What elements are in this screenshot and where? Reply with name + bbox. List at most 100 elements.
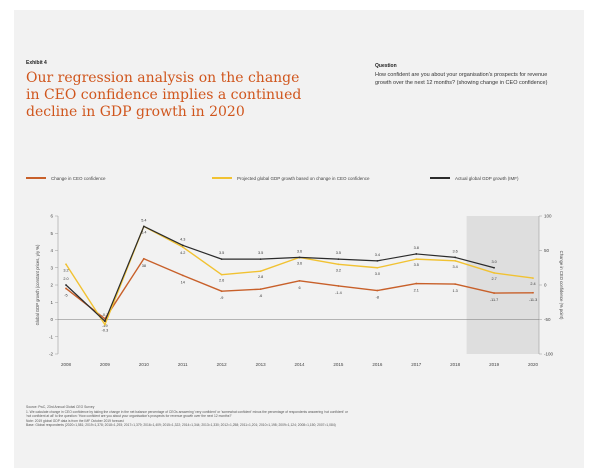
data-point-ceo-confidence (142, 257, 145, 260)
data-point-ceo-confidence (65, 287, 67, 290)
data-label-ceo-confidence: 38 (142, 264, 146, 268)
x-tick-label: 2011 (178, 362, 188, 367)
data-label-actual-gdp: 3.0 (491, 260, 496, 264)
data-label-actual-gdp: 5.4 (141, 218, 146, 222)
x-tick-label: 2010 (139, 362, 150, 367)
legend-label-actual-gdp: Actual global GDP growth (IMF) (455, 175, 519, 181)
data-label-actual-gdp: 3.5 (219, 251, 224, 255)
legend-label-projected-gdp: Projected global GDP growth based on cha… (237, 175, 370, 181)
data-point-projected-gdp (181, 246, 184, 248)
data-label-actual-gdp: 2.0 (63, 277, 68, 281)
data-label-actual-gdp: 3.8 (414, 246, 419, 250)
x-tick-label: 2020 (528, 362, 539, 367)
legend-item-actual-gdp: Actual global GDP growth (IMF) (430, 174, 518, 182)
legend-item-projected-gdp: Projected global GDP growth based on cha… (212, 174, 370, 182)
data-label-ceo-confidence: -5 (64, 293, 67, 297)
y-tick-label-left: 1 (50, 300, 53, 305)
y-tick-label-left: 4 (50, 248, 53, 253)
data-point-projected-gdp (376, 266, 379, 269)
data-label-projected-gdp: 3.0 (375, 272, 380, 276)
note-line: 1. We calculate change in CEO confidence… (26, 409, 348, 414)
question-text: How confident are you about your organis… (375, 72, 548, 86)
exhibit-label: Exhibit 4 (26, 60, 47, 66)
data-label-projected-gdp: 3.2 (336, 268, 341, 272)
data-label-ceo-confidence: 2.1 (414, 289, 419, 293)
y-tick-label-left: 0 (50, 317, 53, 322)
note-line: 'not confident at all' to the question: … (26, 414, 232, 419)
y-tick-label-right: 50 (544, 248, 550, 253)
chart-legend: Change in CEO confidence Projected globa… (26, 174, 546, 182)
y-tick-label-left: 3 (50, 265, 53, 270)
data-label-actual-gdp: 3.6 (453, 249, 458, 253)
data-label-projected-gdp: 5.4 (141, 230, 146, 234)
forecast-shaded-region (466, 216, 539, 354)
y-tick-label-left: -2 (49, 352, 53, 357)
data-label-actual-gdp: 3.6 (297, 249, 302, 253)
chart-notes: Source: PwC, 23rd Annual Global CEO Surv… (26, 405, 526, 428)
data-label-ceo-confidence: -9 (220, 296, 223, 300)
data-point-actual-gdp (65, 284, 67, 286)
data-label-projected-gdp: 2.4 (530, 282, 535, 286)
data-point-projected-gdp (532, 277, 534, 279)
data-point-ceo-confidence (532, 291, 534, 294)
data-point-actual-gdp (104, 320, 106, 323)
data-label-actual-gdp: -0.1 (102, 313, 109, 317)
x-tick-label: 2014 (294, 362, 305, 367)
y-tick-label-left: -1 (49, 334, 53, 339)
data-label-projected-gdp: 2.8 (258, 275, 263, 279)
x-tick-label: 2019 (489, 362, 500, 367)
data-label-ceo-confidence: -11.7 (490, 298, 498, 302)
legend-item-ceo-confidence: Change in CEO confidence (26, 174, 106, 182)
data-point-projected-gdp (493, 272, 495, 274)
data-label-ceo-confidence: 1.3 (453, 289, 458, 293)
data-point-ceo-confidence (493, 292, 495, 294)
x-tick-label: 2017 (411, 362, 422, 367)
headline: Our regression analysis on the change in… (26, 70, 302, 120)
y-tick-label-right: -50 (544, 317, 551, 322)
data-label-projected-gdp: 4.2 (180, 251, 185, 255)
data-label-ceo-confidence: -1.4 (335, 291, 342, 295)
data-point-projected-gdp (65, 263, 67, 266)
data-point-actual-gdp (415, 253, 418, 255)
data-label-projected-gdp: 3.6 (297, 261, 302, 265)
data-point-actual-gdp (259, 258, 262, 261)
x-tick-label: 2013 (256, 362, 267, 367)
data-point-projected-gdp (415, 258, 418, 261)
data-point-actual-gdp (454, 256, 457, 259)
series-line-actual-gdp (65, 225, 495, 322)
data-label-ceo-confidence: -11.3 (529, 298, 537, 302)
data-point-actual-gdp (298, 256, 301, 259)
data-point-actual-gdp (493, 266, 495, 269)
data-label-ceo-confidence: 14 (181, 280, 185, 284)
y-tick-label-right: -100 (544, 352, 554, 357)
data-label-actual-gdp: 3.5 (258, 251, 263, 255)
y-axis-title-right: Change in CEO confidence (% point) (559, 251, 564, 320)
data-label-projected-gdp: -0.3 (102, 329, 109, 333)
data-point-actual-gdp (181, 244, 184, 247)
y-tick-label-left: 6 (50, 214, 53, 219)
data-label-projected-gdp: 2.7 (491, 277, 496, 281)
y-tick-label-right: 100 (544, 214, 552, 219)
note-line: Base: Global respondents (2020=1,581; 20… (26, 423, 336, 428)
data-label-projected-gdp: 2.6 (219, 279, 224, 283)
legend-swatch-actual-gdp (430, 177, 450, 179)
x-tick-label: 2012 (217, 362, 228, 367)
note-line: Note: 2019 global GDP data is from the I… (26, 418, 124, 423)
data-label-projected-gdp: 3.5 (414, 263, 419, 267)
data-point-ceo-confidence (220, 290, 223, 293)
question-label: Question (375, 63, 397, 69)
x-tick-label: 2009 (100, 362, 111, 367)
data-label-ceo-confidence: -8 (376, 296, 379, 300)
note-line: Source: PwC, 23rd Annual Global CEO Surv… (26, 405, 95, 409)
legend-label-ceo-confidence: Change in CEO confidence (51, 175, 106, 181)
data-label-actual-gdp: 3.5 (336, 251, 341, 255)
x-tick-label: 2008 (61, 362, 72, 367)
data-point-actual-gdp (376, 259, 379, 262)
data-point-actual-gdp (142, 225, 145, 228)
data-label-actual-gdp: 3.4 (375, 253, 380, 257)
y-tick-label-left: 5 (50, 231, 53, 236)
data-label-projected-gdp: 3.4 (453, 265, 458, 269)
legend-swatch-ceo-confidence (26, 177, 46, 179)
data-point-projected-gdp (337, 263, 340, 266)
